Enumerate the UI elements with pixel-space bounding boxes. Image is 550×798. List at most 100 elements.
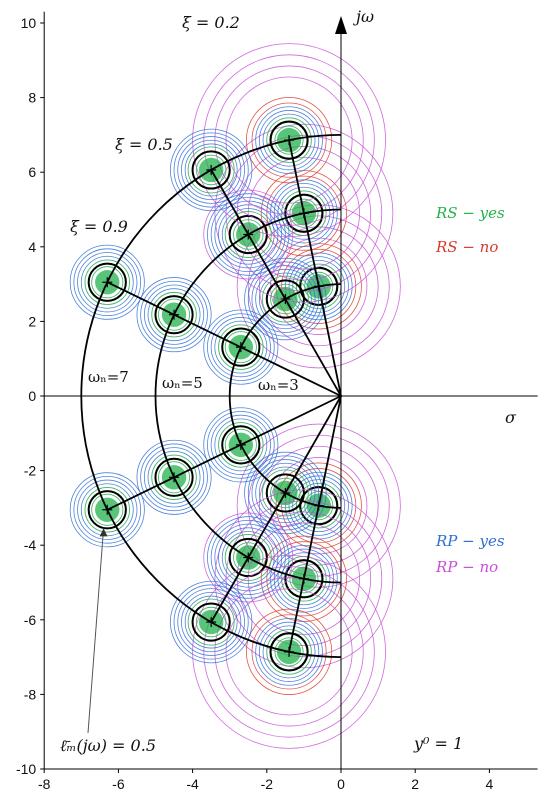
- uncertainty-ring: [143, 284, 205, 345]
- pole-marker: [154, 295, 194, 335]
- uncertainty-ring: [91, 266, 124, 299]
- x-tick-label: -6: [112, 776, 125, 792]
- uncertainty-ring: [247, 157, 360, 270]
- uncertainty-ring: [157, 461, 191, 494]
- y0-label: y⁰ = 1: [413, 734, 463, 753]
- uncertainty-ring: [192, 43, 386, 238]
- legend-rp-yes: RP − yes: [435, 532, 505, 550]
- uncertainty-ring: [69, 472, 145, 548]
- annotations: jω σ ξ = 0.2 ξ = 0.5 ξ = 0.9 ωₙ=7 ωₙ=5 ω…: [60, 7, 517, 755]
- uncertainty-ring: [214, 123, 394, 303]
- uncertainty-ring: [224, 331, 257, 364]
- pole-marker: [228, 537, 268, 578]
- uncertainty-ring: [258, 621, 320, 682]
- y-tick-label: 10: [21, 15, 37, 31]
- uncertainty-ring: [91, 493, 124, 526]
- uncertainty-ring: [284, 471, 353, 540]
- uncertainty-ring: [284, 252, 353, 321]
- uncertainty-ring: [258, 226, 379, 347]
- x-tick-label: -2: [261, 776, 274, 792]
- uncertainty-ring: [151, 454, 197, 501]
- uncertainty-ring: [84, 487, 131, 533]
- uncertainty-ring: [255, 268, 316, 330]
- xi-ray: [106, 395, 342, 511]
- uncertainty-ring: [207, 193, 290, 276]
- uncertainty-ring: [218, 204, 279, 265]
- uncertainty-ring: [261, 469, 309, 517]
- pole-marker: [191, 602, 231, 642]
- x-tick-label: -4: [186, 776, 199, 792]
- uncertainty-ring: [260, 170, 347, 257]
- uncertainty-ring: [73, 248, 142, 317]
- pole-marker: [87, 490, 127, 530]
- uncertainty-ring: [247, 261, 323, 337]
- uncertainty-ring: [177, 588, 245, 656]
- uncertainty-ring: [236, 146, 372, 281]
- y-tick-label: -10: [16, 761, 36, 777]
- uncertainty-ring: [203, 189, 294, 280]
- xi-09-label: ξ = 0.9: [70, 217, 128, 236]
- uncertainty-ring: [77, 252, 138, 313]
- uncertainty-ring: [255, 106, 323, 174]
- x-tick-label: 4: [486, 776, 494, 792]
- uncertainty-ring: [147, 288, 201, 342]
- legend-rs-yes: RS − yes: [435, 204, 505, 222]
- x-axis-label: σ: [505, 408, 517, 427]
- uncertainty-ring: [214, 489, 394, 669]
- uncertainty-ring: [80, 255, 134, 309]
- y-tick-label: 2: [28, 313, 36, 329]
- uncertainty-ring: [69, 244, 145, 320]
- uncertainty-ring: [236, 511, 372, 646]
- uncertainty-ring: [207, 411, 275, 479]
- uncertainty-ring: [184, 595, 238, 649]
- y-tick-label: -4: [24, 537, 37, 553]
- xi-ray: [106, 281, 342, 397]
- legend-rs-no: RS − no: [435, 238, 498, 256]
- uncertainty-ring: [214, 320, 268, 374]
- uncertainty-ring: [274, 637, 304, 667]
- pole-marker: [269, 632, 309, 672]
- uncertainty-ring: [255, 618, 323, 686]
- y-tick-label: 4: [28, 239, 36, 255]
- legend-rp-no: RP − no: [435, 558, 498, 576]
- uncertainty-ring: [232, 219, 264, 250]
- uncertainty-ring: [169, 580, 253, 664]
- damping-frequency-lines: [80, 134, 342, 734]
- y-axis-label: jω: [353, 7, 374, 26]
- uncertainty-ring: [270, 477, 301, 509]
- wn-3-label: ωₙ=3: [258, 376, 299, 394]
- uncertainty-ring: [195, 154, 227, 186]
- pole-marker: [154, 457, 194, 497]
- xi-02-label: ξ = 0.2: [182, 13, 240, 32]
- uncertainty-ring: [236, 204, 401, 369]
- xi-ray: [288, 395, 342, 653]
- uncertainty-ring: [157, 298, 191, 331]
- lm-arrow-head: [99, 528, 108, 537]
- pole-marker: [265, 279, 305, 319]
- uncertainty-ring: [151, 291, 197, 338]
- uncertainty-ring: [258, 110, 320, 171]
- pole-marker: [284, 193, 324, 233]
- uncertainty-ring: [181, 591, 242, 653]
- uncertainty-ring: [270, 283, 301, 315]
- uncertainty-ring: [84, 259, 131, 305]
- uncertainty-ring: [147, 450, 201, 504]
- uncertainty-ring: [192, 554, 386, 749]
- uncertainty-ring: [207, 516, 290, 599]
- x-tick-label: 2: [411, 776, 419, 792]
- xi-ray: [288, 139, 342, 397]
- uncertainty-ring: [136, 277, 212, 353]
- pole-marker: [221, 425, 261, 465]
- uncertainty-ring: [245, 608, 333, 695]
- uncertainty-ring: [143, 447, 205, 508]
- y-tick-label: -6: [24, 612, 37, 628]
- uncertainty-ring: [224, 211, 272, 258]
- uncertainty-ring: [258, 466, 312, 520]
- uncertainty-ring: [173, 132, 249, 208]
- uncertainty-ring: [270, 544, 338, 613]
- uncertainty-ring: [181, 139, 242, 201]
- uncertainty-ring: [247, 522, 360, 635]
- uncertainty-ring: [224, 428, 257, 461]
- uncertainty-ring: [218, 324, 264, 370]
